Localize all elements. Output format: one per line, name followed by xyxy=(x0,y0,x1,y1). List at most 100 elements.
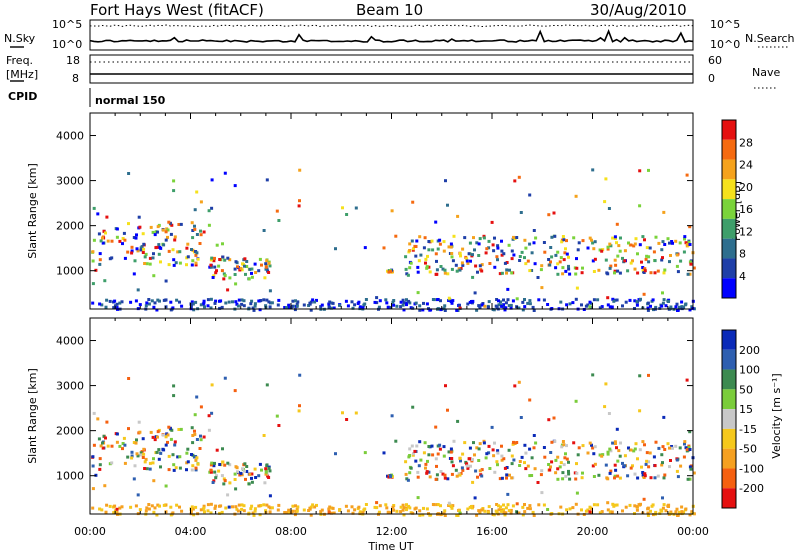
data-cell xyxy=(670,240,674,243)
data-cell xyxy=(482,441,486,445)
data-cell xyxy=(524,262,528,266)
data-cell xyxy=(129,300,133,304)
data-cell xyxy=(528,302,532,306)
freq-label: Freq. xyxy=(6,54,33,67)
data-cell xyxy=(411,511,415,515)
data-cell xyxy=(567,460,570,464)
data-cell xyxy=(652,308,655,312)
data-cell xyxy=(354,411,358,415)
data-cell xyxy=(644,462,648,466)
data-cell xyxy=(497,299,500,303)
data-cell xyxy=(689,262,693,266)
data-cell xyxy=(649,271,653,275)
data-cell xyxy=(456,214,460,218)
data-cell xyxy=(657,446,661,450)
data-cell xyxy=(662,503,666,507)
nsky-top: 10^5 xyxy=(52,18,82,31)
y-tick-label: 3000 xyxy=(56,175,84,188)
data-cell xyxy=(185,451,189,455)
data-cell xyxy=(194,458,198,462)
data-cell xyxy=(480,468,484,472)
data-cell xyxy=(611,441,615,445)
data-cell xyxy=(164,435,168,439)
data-cell xyxy=(476,475,479,479)
data-cell xyxy=(581,239,585,243)
data-cell xyxy=(363,302,367,306)
data-cell xyxy=(668,465,671,469)
data-cell xyxy=(572,441,576,445)
data-cell xyxy=(233,184,237,188)
data-cell xyxy=(649,304,652,308)
data-cell xyxy=(675,264,679,268)
data-cell xyxy=(152,457,155,461)
data-cell xyxy=(169,232,173,236)
data-cell xyxy=(389,270,392,274)
data-cell xyxy=(207,209,211,213)
data-cell xyxy=(618,271,622,275)
data-cell xyxy=(565,303,569,307)
data-cell xyxy=(618,476,622,480)
data-cell xyxy=(320,303,324,307)
data-cell xyxy=(524,451,528,455)
power-cbar-tick: 24 xyxy=(739,159,753,172)
data-cell xyxy=(661,461,664,465)
data-cell xyxy=(502,508,505,512)
data-cell xyxy=(250,504,254,508)
data-cell xyxy=(635,505,639,509)
data-cell xyxy=(526,301,530,305)
data-cell xyxy=(327,302,331,306)
data-cell xyxy=(138,508,142,512)
data-cell xyxy=(327,510,331,514)
data-cell xyxy=(419,253,423,257)
data-cell xyxy=(586,451,590,455)
data-cell xyxy=(474,469,478,473)
data-cell xyxy=(649,509,652,513)
data-cell xyxy=(203,305,206,309)
cpid-label: CPID xyxy=(8,90,37,103)
data-cell xyxy=(233,267,237,271)
data-cell xyxy=(133,464,137,468)
data-cell xyxy=(123,443,127,447)
data-cell xyxy=(510,257,514,261)
data-cell xyxy=(473,248,476,252)
data-cell xyxy=(425,302,429,306)
data-cell xyxy=(447,296,451,300)
data-cell xyxy=(690,510,694,514)
data-cell xyxy=(559,300,563,304)
data-cell xyxy=(542,503,546,507)
data-cell xyxy=(358,305,362,309)
data-cell xyxy=(452,234,456,238)
data-cell xyxy=(669,510,673,514)
data-cell xyxy=(406,478,410,482)
data-cell xyxy=(193,224,196,228)
data-cell xyxy=(423,236,427,240)
data-cell xyxy=(185,256,189,260)
data-cell xyxy=(660,258,664,262)
data-cell xyxy=(606,303,610,307)
data-cell xyxy=(220,510,224,514)
data-cell xyxy=(395,304,399,308)
data-cell xyxy=(495,460,499,464)
data-cell xyxy=(677,305,681,309)
data-cell xyxy=(591,373,595,377)
data-cell xyxy=(439,308,443,312)
data-cell xyxy=(510,271,514,275)
data-cell xyxy=(189,304,193,308)
data-cell xyxy=(195,456,199,460)
data-cell xyxy=(209,258,213,262)
data-cell xyxy=(647,465,651,469)
cpid-value: normal 150 xyxy=(95,94,166,107)
velocity-cbar-segment xyxy=(722,409,736,429)
data-cell xyxy=(690,305,694,309)
data-cell xyxy=(418,235,422,239)
data-cell xyxy=(404,472,408,476)
data-cell xyxy=(190,300,194,304)
data-cell xyxy=(512,440,515,444)
data-cell xyxy=(447,245,451,249)
data-cell xyxy=(313,505,317,509)
data-cell xyxy=(302,303,306,307)
data-cell xyxy=(409,261,413,265)
data-cell xyxy=(663,268,667,272)
data-cell xyxy=(213,506,217,510)
data-cell xyxy=(172,463,176,467)
